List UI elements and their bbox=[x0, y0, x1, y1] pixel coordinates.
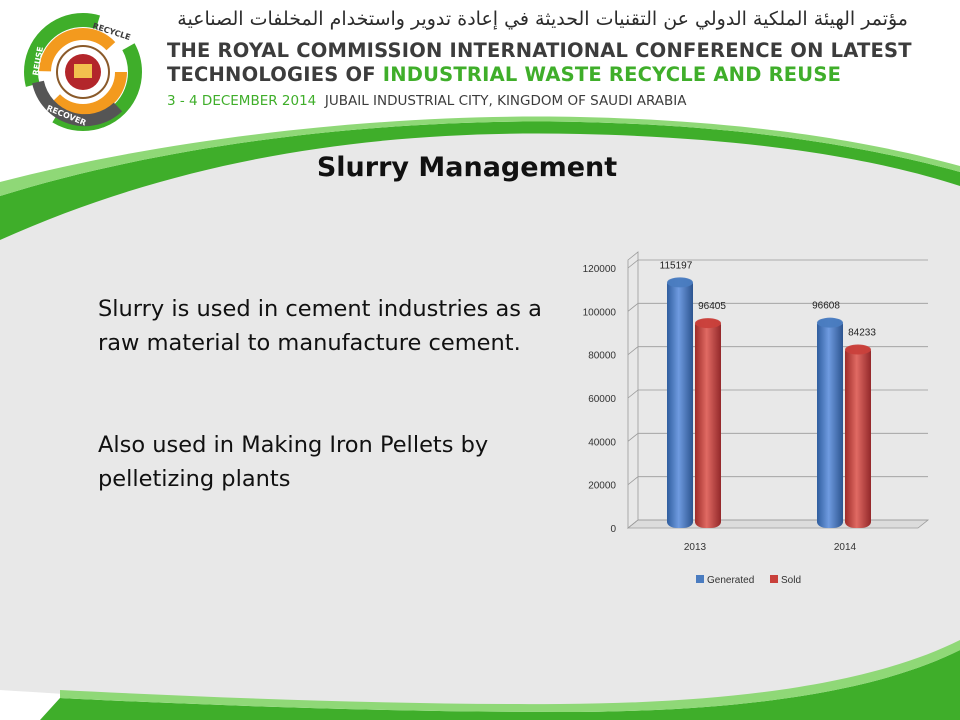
data-label: 96608 bbox=[812, 301, 840, 312]
legend-swatch-generated bbox=[696, 575, 704, 583]
content-panel bbox=[0, 125, 960, 713]
body-paragraph-2: Also used in Making Iron Pellets by pell… bbox=[98, 432, 489, 492]
bar-top-sold-2014 bbox=[845, 344, 871, 355]
y-gridline bbox=[627, 259, 639, 269]
bar-top-generated-2013 bbox=[667, 277, 693, 288]
data-label: 96405 bbox=[698, 301, 726, 312]
y-gridline bbox=[627, 389, 639, 399]
data-label: 115197 bbox=[660, 260, 693, 271]
slurry-bar-chart: 0 20000 40000 60000 80000 100000 120000 115197 9… bbox=[583, 251, 930, 586]
slide-title: Slurry Management bbox=[316, 152, 618, 183]
conference-title-arabic: مؤتمر الهيئة الملكية الدولي عن التقنيات … bbox=[177, 8, 908, 30]
bar-top-generated-2014 bbox=[817, 317, 843, 328]
conference-title-line-2: TECHNOLOGIES OF INDUSTRIAL WASTE RECYCLE… bbox=[167, 63, 841, 86]
chart-back-left-wall bbox=[627, 251, 639, 529]
bar-top-sold-2013 bbox=[695, 318, 721, 329]
x-tick-label: 2013 bbox=[684, 542, 707, 553]
legend-swatch-sold bbox=[770, 575, 778, 583]
y-gridline bbox=[627, 433, 639, 442]
event-location: JUBAIL INDUSTRIAL CITY, KINGDOM OF SAUDI… bbox=[324, 93, 687, 109]
body-paragraph-1: Slurry is used in cement industries as a… bbox=[98, 296, 542, 356]
bottom-swoosh-dark bbox=[40, 650, 960, 720]
y-gridline bbox=[627, 476, 639, 485]
title-line-2-prefix: TECHNOLOGIES OF bbox=[167, 63, 383, 86]
top-swoosh-dark bbox=[0, 121, 960, 240]
y-tick-label: 0 bbox=[610, 524, 616, 535]
conference-logo: RECYCLE REUSE RECOVER bbox=[24, 13, 142, 131]
title-line-2-highlight: INDUSTRIAL WASTE RECYCLE AND REUSE bbox=[382, 63, 842, 86]
y-gridline bbox=[627, 519, 639, 529]
bar-sold-2013 bbox=[695, 319, 721, 528]
y-tick-label: 20000 bbox=[588, 481, 616, 492]
bar-generated-2014 bbox=[817, 318, 843, 528]
y-tick-label: 100000 bbox=[583, 307, 617, 318]
conference-title-line-1: THE ROYAL COMMISSION INTERNATIONAL CONFE… bbox=[167, 39, 912, 62]
top-swoosh-light bbox=[0, 116, 960, 196]
y-tick-label: 120000 bbox=[583, 264, 617, 275]
bar-generated-2013 bbox=[667, 278, 693, 528]
y-tick-label: 40000 bbox=[588, 437, 616, 448]
data-label: 84233 bbox=[848, 327, 876, 338]
y-gridline bbox=[627, 303, 639, 312]
bar-sold-2014 bbox=[845, 345, 871, 528]
x-tick-label: 2014 bbox=[834, 542, 857, 553]
legend-label-generated: Generated bbox=[707, 575, 754, 586]
event-info: 3 - 4 DECEMBER 2014 JUBAIL INDUSTRIAL CI… bbox=[167, 93, 687, 109]
y-tick-label: 80000 bbox=[588, 351, 616, 362]
y-tick-label: 60000 bbox=[588, 394, 616, 405]
event-date: 3 - 4 DECEMBER 2014 bbox=[167, 93, 317, 109]
y-gridline bbox=[627, 346, 639, 355]
legend-label-sold: Sold bbox=[781, 575, 801, 586]
